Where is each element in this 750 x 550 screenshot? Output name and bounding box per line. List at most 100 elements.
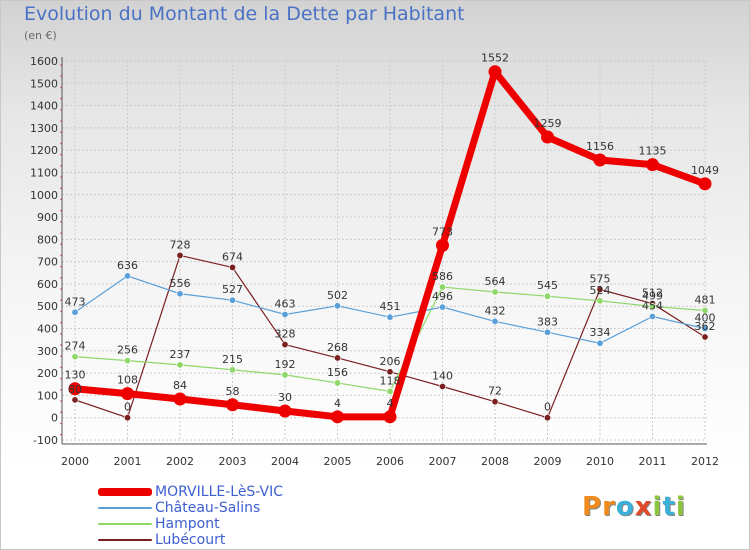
data-point: [383, 410, 397, 424]
data-point: [176, 290, 184, 298]
data-label: 575: [590, 273, 611, 286]
data-label: 586: [432, 270, 453, 283]
data-point: [648, 312, 656, 320]
axis-dot: [60, 366, 62, 369]
data-label: 30: [278, 391, 292, 404]
data-label: 473: [65, 295, 86, 308]
data-point: [438, 382, 446, 390]
data-label: 4: [334, 397, 341, 410]
data-label: 130: [65, 369, 86, 382]
data-label: 0: [124, 401, 131, 414]
axis-dot: [60, 165, 62, 167]
logo-letter: x: [634, 492, 653, 522]
legend-swatch: [98, 488, 152, 496]
axis-dot: [60, 120, 62, 122]
axis-dot: [60, 344, 62, 346]
data-point: [596, 339, 604, 347]
axis-dot: [60, 265, 62, 268]
data-point: [176, 361, 184, 369]
data-point: [176, 251, 184, 259]
y-tick-label: 1100: [30, 166, 58, 179]
data-label: 674: [222, 250, 243, 263]
data-point: [68, 382, 82, 396]
data-label: 118: [380, 374, 401, 387]
axis-dot: [60, 377, 62, 380]
y-tick-label: 800: [37, 233, 58, 246]
data-point: [491, 398, 499, 406]
chart-title: Evolution du Montant de la Dette par Hab…: [24, 3, 465, 25]
axis-dot: [60, 232, 62, 234]
data-point: [333, 302, 341, 310]
data-point: [701, 325, 709, 333]
logo-letter: t: [662, 492, 676, 522]
data-point: [488, 65, 502, 79]
data-point: [173, 392, 187, 406]
data-point: [491, 317, 499, 325]
logo-letter: i: [675, 492, 686, 522]
data-point: [71, 396, 79, 404]
data-point: [386, 313, 394, 321]
x-tick-label: 2002: [166, 455, 194, 468]
data-label: 4: [387, 397, 394, 410]
axis-dot: [60, 310, 62, 313]
data-label: 451: [380, 300, 401, 313]
y-tick-label: 500: [37, 300, 58, 313]
y-tick-label: -100: [33, 434, 58, 447]
axis-dot: [60, 187, 62, 189]
data-label: 512: [642, 287, 663, 300]
y-tick-label: 0: [51, 412, 58, 425]
y-tick-label: 1000: [30, 189, 58, 202]
data-point: [386, 387, 394, 395]
data-point: [121, 387, 134, 401]
data-label: 206: [380, 355, 401, 368]
data-point: [281, 310, 289, 318]
y-tick-label: 1600: [30, 55, 58, 68]
axis-dot: [60, 64, 62, 66]
data-point: [71, 308, 79, 316]
x-tick-label: 2012: [691, 455, 719, 468]
axis-dot: [60, 75, 62, 77]
data-label: 502: [327, 289, 348, 302]
x-tick-label: 2008: [481, 455, 509, 468]
x-tick-label: 2001: [114, 455, 142, 468]
logo-letter: r: [602, 492, 616, 522]
data-point: [438, 283, 446, 291]
axis-dot: [60, 131, 62, 133]
legend-label: Lubécourt: [155, 532, 226, 548]
data-label: 636: [117, 259, 138, 272]
axis-dot: [60, 333, 62, 335]
data-label: 80: [68, 383, 82, 396]
axis-dot: [60, 221, 62, 223]
data-point: [124, 357, 132, 365]
data-point: [541, 130, 554, 144]
data-point: [331, 410, 344, 424]
x-tick-label: 2011: [639, 455, 667, 468]
data-point: [596, 286, 604, 294]
data-label: 481: [695, 293, 716, 306]
axis-dot: [60, 355, 62, 358]
y-tick-label: 1500: [30, 77, 58, 90]
legend-swatch: [98, 539, 152, 541]
data-label: 72: [488, 385, 502, 398]
axis-dot: [60, 299, 62, 302]
data-label: 140: [432, 369, 453, 382]
data-label: 1049: [691, 164, 719, 177]
logo-letter: P: [582, 492, 603, 522]
y-tick-label: 1200: [30, 144, 58, 157]
data-label: 108: [117, 374, 138, 387]
data-point: [646, 158, 659, 172]
data-point: [698, 177, 712, 191]
y-tick-label: 700: [37, 256, 58, 269]
unit-label: (en €): [24, 29, 57, 42]
axis-dot: [60, 433, 62, 436]
data-label: 527: [222, 283, 243, 296]
x-tick-label: 2010: [586, 455, 614, 468]
data-label: 773: [432, 225, 453, 238]
data-label: 496: [432, 290, 453, 303]
x-tick-label: 2006: [376, 455, 404, 468]
x-tick-label: 2000: [61, 455, 89, 468]
axis-dot: [60, 243, 62, 245]
data-point: [71, 353, 79, 361]
axis-dot: [60, 97, 62, 100]
logo-letter: i: [652, 492, 663, 522]
